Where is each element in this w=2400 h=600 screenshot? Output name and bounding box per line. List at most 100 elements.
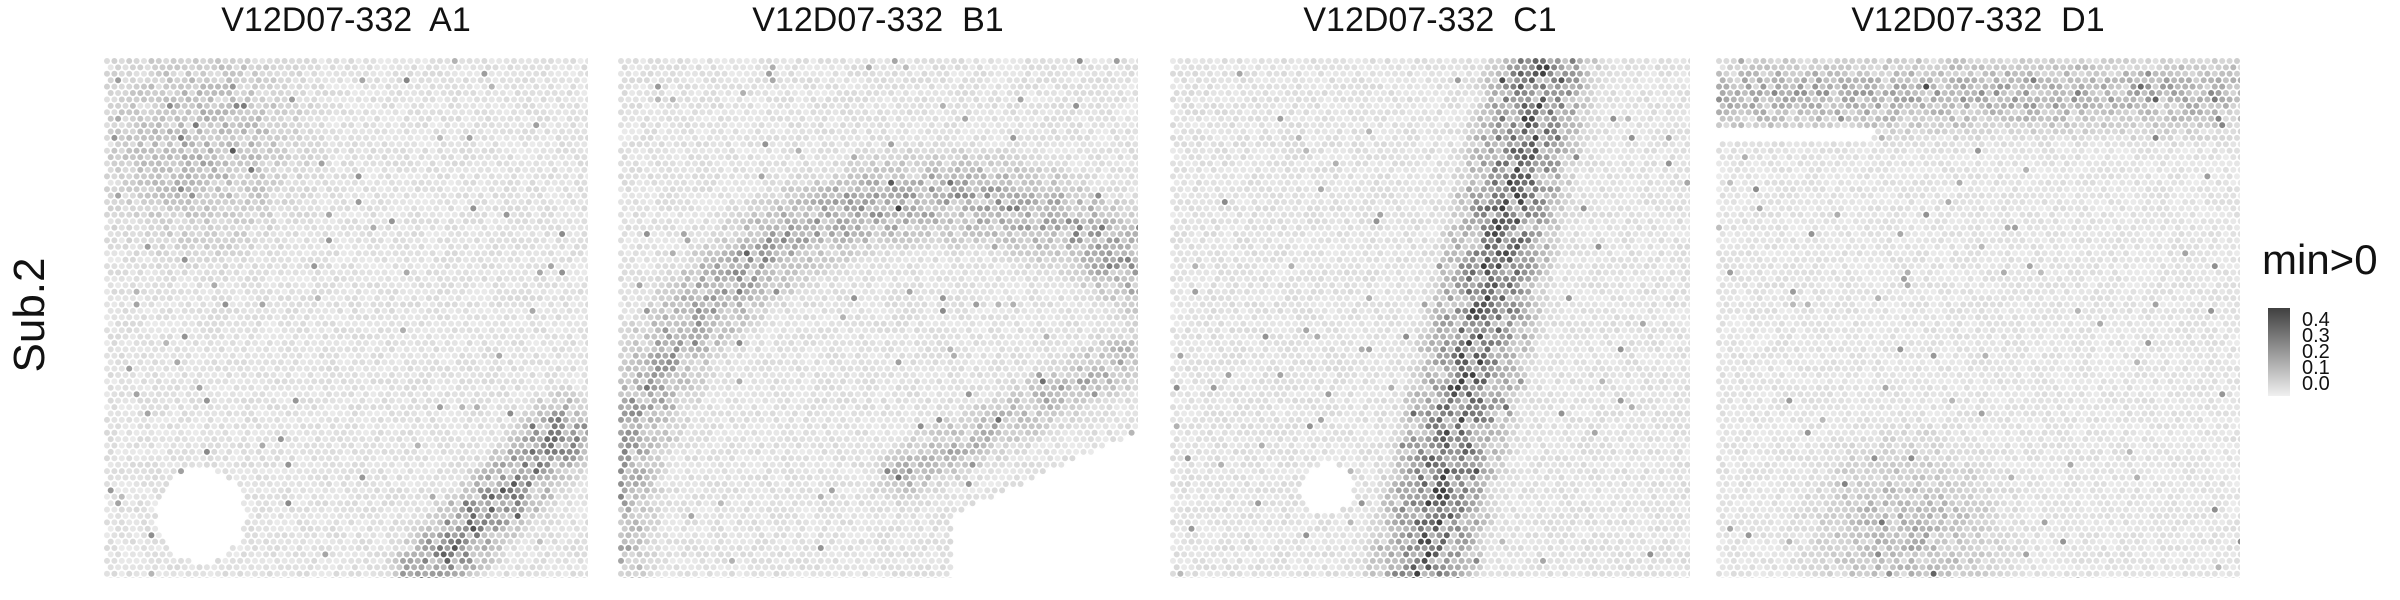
spot [425,154,432,161]
spot [259,224,266,231]
spot [511,263,517,270]
spot [492,64,499,71]
spot [329,90,336,96]
spot [388,205,395,212]
spot [266,83,273,90]
spot [137,538,144,545]
spot [448,474,455,481]
spot [266,314,273,321]
spot [466,250,473,257]
spot [377,237,384,244]
spot [429,378,436,385]
spot [585,237,588,244]
spot [536,359,543,366]
spot [514,243,521,250]
spot [263,525,270,532]
spot [396,192,403,199]
spot [448,231,455,237]
spot [585,199,588,205]
spot [303,186,310,193]
spot [562,186,569,193]
spot [518,352,525,359]
spot [126,545,133,551]
spot [133,506,140,513]
spot [159,256,166,263]
spot [522,179,529,186]
spot [122,218,129,225]
spot [207,96,214,103]
spot [437,147,443,154]
spot [573,500,580,507]
spot [451,109,458,116]
spot [203,166,210,173]
spot [196,346,203,353]
spot [459,365,466,372]
spot [148,211,155,218]
spot [573,423,580,430]
spot [411,397,418,404]
spot [266,545,273,551]
spot [118,352,125,359]
spot [226,115,233,122]
spot [448,269,455,276]
spot [577,237,584,244]
spot [126,263,133,270]
spot [152,474,159,481]
spot [141,134,147,141]
spot [129,320,136,327]
spot [403,77,410,84]
spot [303,147,310,154]
spot [148,327,155,334]
spot [451,468,458,475]
spot [281,314,288,321]
spot [107,448,114,455]
spot [266,416,273,423]
spot [344,320,351,327]
spot [440,333,447,340]
spot [374,436,381,443]
spot [185,122,192,129]
spot [248,346,255,353]
spot [388,115,395,122]
spot [488,160,495,167]
spot [181,397,188,404]
spot [414,455,421,462]
spot [115,154,122,161]
spot [307,474,314,481]
spot [270,90,277,96]
spot [240,256,247,263]
spot [459,532,466,539]
spot [529,513,536,519]
spot [462,90,469,96]
spot [155,468,162,475]
spot [340,532,347,539]
spot [437,83,443,90]
spot [370,70,377,77]
spot [422,58,429,64]
spot [296,96,303,103]
spot [459,134,466,141]
spot [422,122,429,129]
spot [200,365,207,372]
spot [111,327,118,334]
spot [122,448,129,455]
spot [329,102,336,109]
spot [462,513,469,519]
spot [514,102,521,109]
spot [518,237,525,244]
spot [337,166,344,173]
spot [366,90,373,96]
spot [522,410,529,417]
spot [240,295,247,302]
spot [562,481,569,487]
spot [488,263,495,270]
spot [392,340,399,346]
spot [370,211,377,218]
spot [189,192,196,199]
spot [340,109,347,116]
spot [366,102,373,109]
spot [374,179,381,186]
spot [203,64,210,71]
spot [137,115,144,122]
spot [566,128,573,135]
